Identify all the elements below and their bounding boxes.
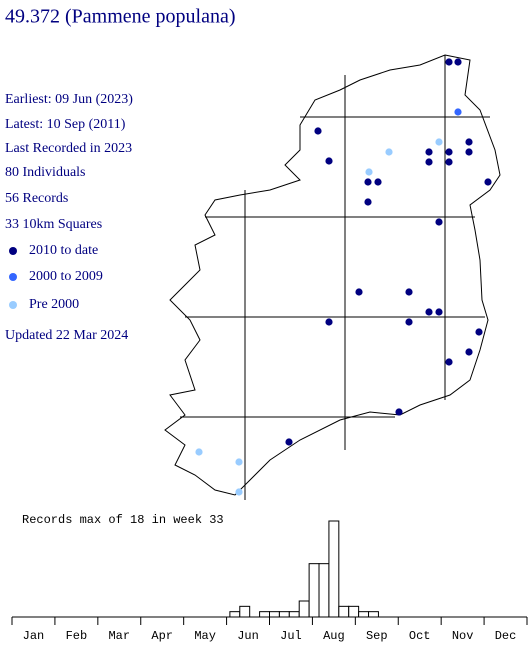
bar [298,600,310,618]
grid [180,55,490,500]
month-label: Apr [151,629,173,643]
summary-line: 56 Records [5,191,68,206]
month-label: Oct [409,629,431,643]
month-label: Aug [323,629,345,643]
bar [338,605,350,618]
bar [229,611,241,618]
record-dot [465,138,473,146]
record-dot [364,178,372,186]
record-dot [235,488,243,496]
record-dot [365,168,373,176]
bar [269,611,280,618]
legend-label: Pre 2000 [29,297,79,312]
record-dot [445,358,453,366]
updated: Updated 22 Mar 2024 [5,328,128,343]
record-dot [435,218,443,226]
record-dot [445,58,453,66]
record-dots [195,58,492,496]
month-label: Jan [23,629,45,643]
title: 49.372 (Pammene populana) [5,6,236,28]
month-label: Dec [495,629,517,643]
record-dot [484,178,492,186]
legend-dot [9,247,17,255]
record-dot [235,458,243,466]
record-dot [314,127,322,135]
bar [368,611,379,618]
month-label: Jul [280,629,302,643]
chart-title: Records max of 18 in week 33 [22,513,224,527]
bar [318,563,330,618]
bar [348,605,360,618]
record-dot [435,308,443,316]
month-label: Sep [366,629,388,643]
bar [288,611,300,618]
record-dot [285,438,293,446]
month-label: May [194,629,216,643]
month-label: Nov [452,629,474,643]
bar [278,611,290,618]
record-dot [195,448,203,456]
month-label: Feb [66,629,88,643]
record-dot [454,58,462,66]
bar [358,611,370,618]
record-dot [465,348,473,356]
bar [308,563,320,618]
month-label: Mar [108,629,130,643]
legend-label: 2000 to 2009 [29,269,103,284]
record-dot [425,308,433,316]
record-dot [325,157,333,165]
summary-line: 80 Individuals [5,165,86,180]
summary-line: Last Recorded in 2023 [5,141,132,156]
island-outline [164,54,501,496]
record-dot [475,328,483,336]
record-dot [385,148,393,156]
record-dot [395,408,403,416]
record-dot [465,148,473,156]
record-dot [364,198,372,206]
record-dot [425,148,433,156]
record-dot [435,138,443,146]
record-dot [405,318,413,326]
record-dot [374,178,382,186]
record-dot [355,288,363,296]
legend-label: 2010 to date [29,243,98,258]
record-dot [405,288,413,296]
bar [328,520,340,618]
record-dot [425,158,433,166]
legend-dot [9,301,17,309]
bar [239,605,251,618]
record-dot [445,148,453,156]
summary-line: Latest: 10 Sep (2011) [5,117,126,132]
legend-dot [9,273,17,281]
map [164,54,501,500]
record-dot [454,108,462,116]
summary-line: Earliest: 09 Jun (2023) [5,92,133,107]
month-label: Jun [237,629,259,643]
record-dot [325,318,333,326]
record-dot [445,158,453,166]
summary-line: 33 10km Squares [5,217,102,232]
bar [259,611,271,618]
